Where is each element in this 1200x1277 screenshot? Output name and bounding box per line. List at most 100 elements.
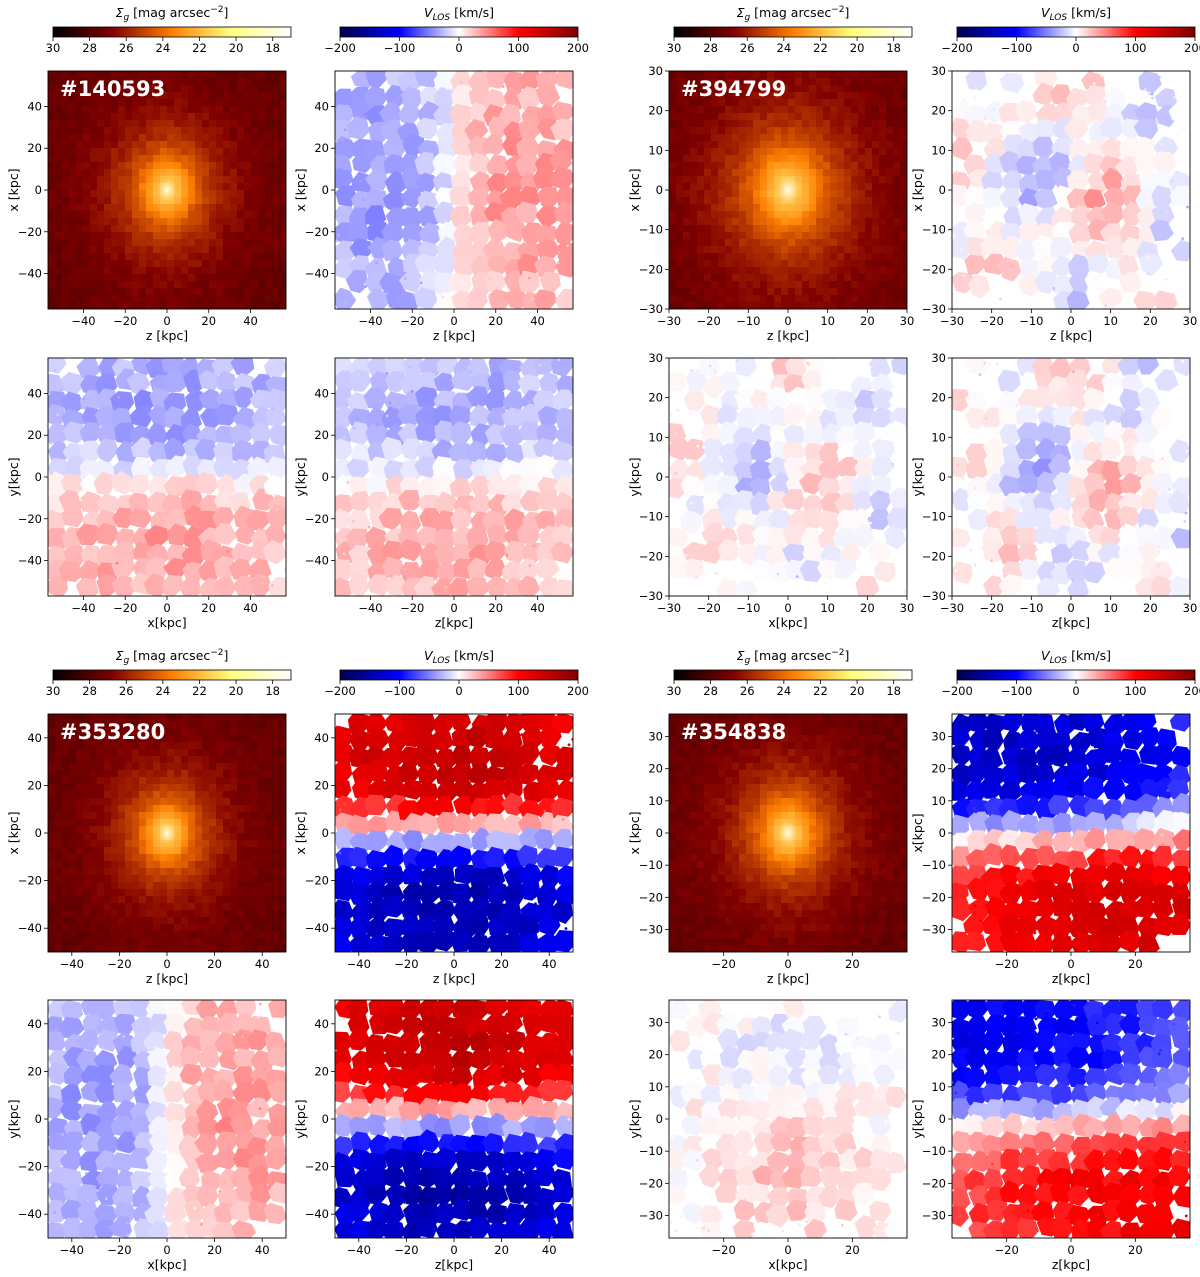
voronoi-bin [432,153,455,178]
spaxel-dot [674,471,678,475]
pixel [69,274,77,282]
pixel [76,78,84,86]
pixel [118,896,126,904]
pixel [62,840,70,848]
colorbar-tick-label: 30 [46,41,61,55]
pixel [230,896,238,904]
spaxel-dot [902,590,906,594]
voronoi-bin [503,170,527,192]
pixel [809,260,817,268]
pixel [676,239,684,247]
pixel [223,945,231,952]
pixel [216,714,224,722]
pixel [760,106,768,114]
spaxel-dot [351,520,355,523]
pixel [69,127,77,135]
y-tick-label: −10 [922,223,946,237]
colorbar-gradient [52,669,292,681]
voronoi-bin [246,456,270,480]
pixel [739,260,747,268]
pixel [146,903,154,911]
pixel [223,134,231,142]
voronoi-bin [682,558,705,581]
pixel [258,875,266,883]
spaxel-dot [988,226,992,230]
voronoi-bin [162,575,186,596]
pixel [760,113,768,121]
pixel [795,99,803,107]
pixel [676,302,684,309]
spaxel-dot [557,358,561,362]
pixel [97,127,105,135]
pixel [711,169,719,177]
pixel [251,742,259,750]
voronoi-bin [803,408,826,431]
pixel [279,155,286,163]
pixel [48,78,56,86]
pixel [167,260,175,268]
pixel [230,92,238,100]
pixel [111,749,119,757]
pixel [188,141,196,149]
pixel [111,176,119,184]
pixel [683,260,691,268]
pixel [809,155,817,163]
pixel [48,896,56,904]
pixel [48,938,56,946]
pixel [739,183,747,191]
pixel [251,770,259,778]
pixel [132,819,140,827]
pixel [188,127,196,135]
pixel [795,295,803,303]
pixel [195,204,203,212]
pixel [830,274,838,282]
voronoi-bin [502,390,524,412]
voronoi-bin [383,154,408,174]
pixel [802,92,810,100]
pixel [697,127,705,135]
pixel [844,169,852,177]
pixel [216,246,224,254]
pixel [188,295,196,303]
pixel [251,756,259,764]
pixel [111,92,119,100]
y-tick-label: −10 [639,510,663,524]
pixel [711,190,719,198]
pixel [893,225,901,233]
voronoi-bin [999,72,1025,94]
pixel [900,106,907,114]
panel-image [335,358,573,596]
pixel [690,260,698,268]
pixel [104,302,112,309]
pixel [251,176,259,184]
spaxel-dot [468,370,472,374]
pixel [97,924,105,932]
pixel [851,134,859,142]
pixel [774,120,782,128]
pixel [690,302,698,309]
voronoi-bin [967,275,991,299]
voronoi-bin [963,202,987,227]
voronoi-bin [1150,575,1175,596]
pixel [851,211,859,219]
pixel [139,246,147,254]
pixel [125,924,133,932]
pixel [669,232,677,240]
pixel [844,204,852,212]
pixel [230,99,238,107]
pixel [97,78,105,86]
pixel [265,148,273,156]
pixel [216,770,224,778]
pixel [125,162,133,170]
pixel [725,141,733,149]
x-axis-label: x[kpc] [768,615,807,630]
pixel [223,281,231,289]
pixel [216,882,224,890]
pixel [62,763,70,771]
pixel [258,749,266,757]
pixel [718,127,726,135]
spaxel-dot [230,378,233,382]
pixel [718,71,726,79]
pixel [879,99,887,107]
pixel [223,92,231,100]
